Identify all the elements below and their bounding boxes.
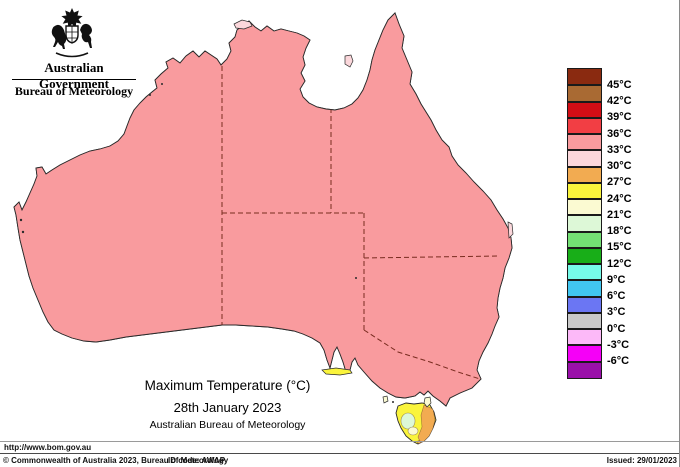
coat-of-arms-icon	[51, 8, 92, 58]
legend-swatch-42-45	[567, 84, 602, 103]
legend-label-3: 3°C	[607, 306, 626, 318]
legend-swatch-m3-0	[567, 327, 602, 347]
region-21-24-tas	[407, 426, 419, 436]
border-qld-nsw	[363, 255, 499, 259]
king-island	[382, 395, 389, 404]
kangaroo-island	[321, 367, 353, 376]
header-divider	[12, 79, 136, 80]
legend-label-39: 39°C	[607, 111, 632, 123]
groote-island	[344, 54, 354, 68]
legend-swatch-15-18	[567, 230, 602, 249]
map-date: 28th January 2023	[173, 400, 282, 415]
legend-swatch-36-39	[567, 116, 602, 136]
legend-label-33: 33°C	[607, 144, 632, 156]
legend-label-9: 9°C	[607, 274, 626, 286]
legend-label-6: 6°C	[607, 290, 626, 302]
legend-label-27: 27°C	[607, 176, 632, 188]
footer-url: http://www.bom.gov.au	[4, 443, 92, 452]
melville-island	[233, 19, 253, 30]
region-18-21-tas-center	[400, 412, 416, 430]
legend-swatch-27-30	[567, 165, 602, 184]
legend-swatch-6-9	[567, 279, 602, 298]
fraser-island	[507, 221, 514, 239]
flinders-island	[423, 396, 432, 408]
legend-label-30: 30°C	[607, 160, 632, 172]
bureau-title: Bureau of Meteorology	[14, 84, 134, 98]
border-nsw-vic	[363, 329, 481, 380]
map-org: Australian Bureau of Meteorology	[149, 419, 306, 431]
coastal-islets	[19, 83, 394, 403]
map-title: Maximum Temperature (°C)	[144, 378, 311, 393]
legend-swatch-3-6	[567, 295, 602, 314]
legend-swatch-39-42	[567, 100, 602, 119]
footer-issued-date: Issued: 29/01/2023	[606, 456, 677, 465]
legend-swatch-0-3	[567, 311, 602, 331]
legend-swatch-30-33	[567, 149, 602, 168]
footer-id-code: ID code: AWAP	[168, 456, 226, 465]
legend-label-45: 45°C	[607, 79, 632, 91]
legend-swatch-33-36	[567, 132, 602, 152]
legend-label-36: 36°C	[607, 128, 632, 140]
legend-label-0: 0°C	[607, 323, 626, 335]
legend-label-m3: -3°C	[607, 339, 630, 351]
legend-label-15: 15°C	[607, 241, 632, 253]
legend-label-12: 12°C	[607, 258, 632, 270]
legend-label-24: 24°C	[607, 193, 632, 205]
temperature-legend	[567, 67, 602, 379]
state-borders	[221, 66, 499, 380]
legend-swatch-21-24	[567, 197, 602, 217]
title-block: Maximum Temperature (°C) 28th January 20…	[90, 378, 365, 431]
legend-label-m6: -6°C	[607, 355, 630, 367]
legend-swatch-24-27	[567, 181, 602, 201]
legend-swatch-m6-m3	[567, 344, 602, 363]
footer-copyright: © Commonwealth of Australia 2023, Bureau…	[3, 456, 229, 465]
legend-swatch-below-m6	[567, 360, 602, 379]
legend-swatch-above-45	[567, 67, 602, 87]
legend-label-42: 42°C	[607, 95, 632, 107]
legend-swatch-9-12	[567, 262, 602, 282]
legend-swatch-18-21	[567, 214, 602, 233]
legend-label-18: 18°C	[607, 225, 632, 237]
footer-divider-bottom	[0, 453, 680, 454]
footer-divider-top	[0, 441, 680, 442]
legend-swatch-12-15	[567, 246, 602, 266]
legend-label-21: 21°C	[607, 209, 632, 221]
